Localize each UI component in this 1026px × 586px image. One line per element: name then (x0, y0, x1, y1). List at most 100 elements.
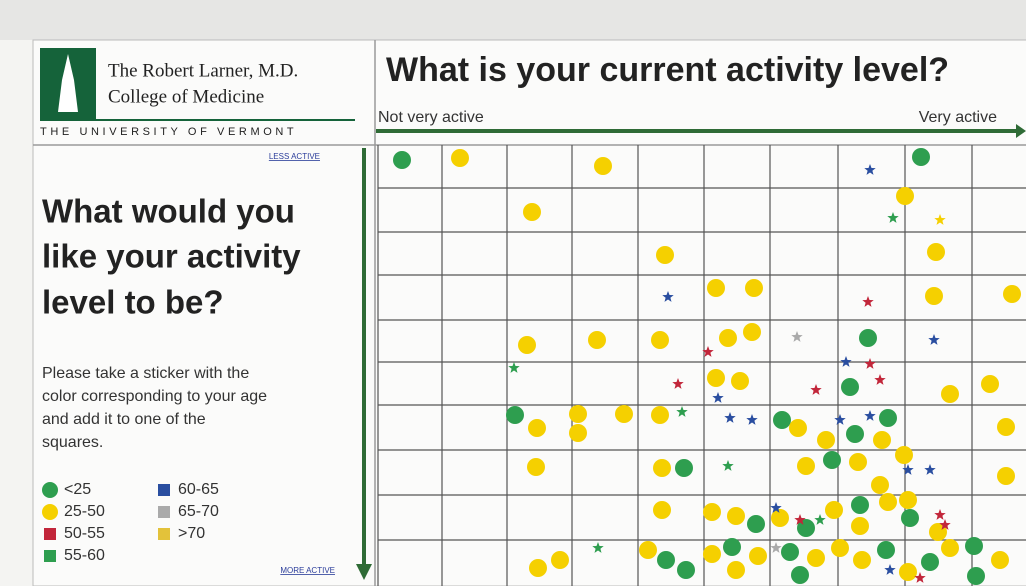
sticker-dot (851, 496, 869, 514)
question: level to be? (42, 284, 224, 321)
logo-tower (58, 54, 78, 112)
sticker-dot (529, 559, 547, 577)
sticker-star (902, 464, 914, 475)
sticker-dot (523, 203, 541, 221)
sticker-star (814, 514, 826, 525)
sticker-dot (749, 547, 767, 565)
sticker-dot (707, 369, 725, 387)
sticker-star (864, 410, 876, 421)
sticker-dot (675, 459, 693, 477)
sticker-dot (825, 501, 843, 519)
sticker-dot (879, 493, 897, 511)
sticker-dot (703, 503, 721, 521)
logo-text: College of Medicine (108, 86, 264, 107)
sticker-dot (781, 543, 799, 561)
sticker-dot (731, 372, 749, 390)
sticker-dot (899, 563, 917, 581)
sticker-dot (707, 279, 725, 297)
sticker-dot (518, 336, 536, 354)
sticker-dot (1003, 285, 1021, 303)
sticker-dot (745, 279, 763, 297)
legend-label: <25 (64, 481, 91, 498)
sticker-dot (871, 476, 889, 494)
sticker-star (864, 358, 876, 369)
sticker-dot (873, 431, 891, 449)
sticker-star (884, 564, 896, 575)
sticker-star (834, 414, 846, 425)
sticker-star (662, 291, 674, 302)
sticker-dot (703, 545, 721, 563)
legend-label: 55-60 (64, 547, 105, 564)
question: like your activity (42, 238, 301, 275)
sticker-dot (528, 419, 546, 437)
sticker-dot (853, 551, 871, 569)
sticker-dot (841, 378, 859, 396)
sticker-dot (789, 419, 807, 437)
sticker-dot (657, 551, 675, 569)
sticker-star (840, 356, 852, 367)
legend-swatch (44, 528, 56, 540)
sticker-dot (846, 425, 864, 443)
sticker-dot (899, 491, 917, 509)
sticker-dot (588, 331, 606, 349)
sticker-dot (615, 405, 633, 423)
sticker-dot (639, 541, 657, 559)
sticker-dot (451, 149, 469, 167)
sticker-dot (791, 566, 809, 584)
sticker-dot (569, 405, 587, 423)
title: What is your current activity level? (386, 51, 949, 89)
sticker-star (712, 392, 724, 403)
legend-label: 50-55 (64, 525, 105, 542)
logo-text: The Robert Larner, M.D. (108, 60, 298, 81)
sticker-dot (817, 431, 835, 449)
sticker-star (864, 164, 876, 175)
sticker-star (794, 514, 806, 525)
sticker-star (791, 331, 803, 342)
sticker-dot (901, 509, 919, 527)
sticker-star (924, 464, 936, 475)
sticker-star (887, 212, 899, 223)
sticker-dot (527, 458, 545, 476)
legend-swatch (42, 482, 58, 498)
sticker-dot (653, 501, 671, 519)
sticker-dot (981, 375, 999, 393)
logo-text: THE UNIVERSITY OF VERMONT (40, 126, 297, 138)
grid (377, 145, 1026, 586)
sticker-star (770, 502, 782, 513)
side-label: LESS ACTIVE (269, 152, 320, 161)
legend-swatch (42, 504, 58, 520)
sticker-dot (877, 541, 895, 559)
sticker-dot (965, 537, 983, 555)
sticker-star (592, 542, 604, 553)
sticker-dot (925, 287, 943, 305)
sticker-dot (551, 551, 569, 569)
sticker-dot (941, 539, 959, 557)
sticker-dot (896, 187, 914, 205)
sticker-dot (651, 406, 669, 424)
sticker-dot (743, 323, 761, 341)
sticker-dot (912, 148, 930, 166)
sticker-dot (506, 406, 524, 424)
sticker-star (722, 460, 734, 471)
legend-label: 25-50 (64, 503, 105, 520)
sticker-star (939, 519, 951, 530)
sticker-dot (677, 561, 695, 579)
sticker-star (928, 334, 940, 345)
sticker-dot (656, 246, 674, 264)
instructions: and add it to one of the (42, 411, 206, 428)
sticker-dot (651, 331, 669, 349)
sticker-star (702, 346, 714, 357)
sticker-dot (727, 561, 745, 579)
y-arrowhead (356, 564, 372, 580)
x-arrowhead (1016, 124, 1026, 138)
axis-label: Not very active (378, 109, 484, 126)
sticker-dot (997, 418, 1015, 436)
sticker-star (914, 572, 926, 583)
sticker-dot (991, 551, 1009, 569)
sticker-dot (879, 409, 897, 427)
sticker-star (934, 214, 946, 225)
sticker-star (746, 414, 758, 425)
stickers (393, 148, 1021, 585)
legend-swatch (44, 550, 56, 562)
